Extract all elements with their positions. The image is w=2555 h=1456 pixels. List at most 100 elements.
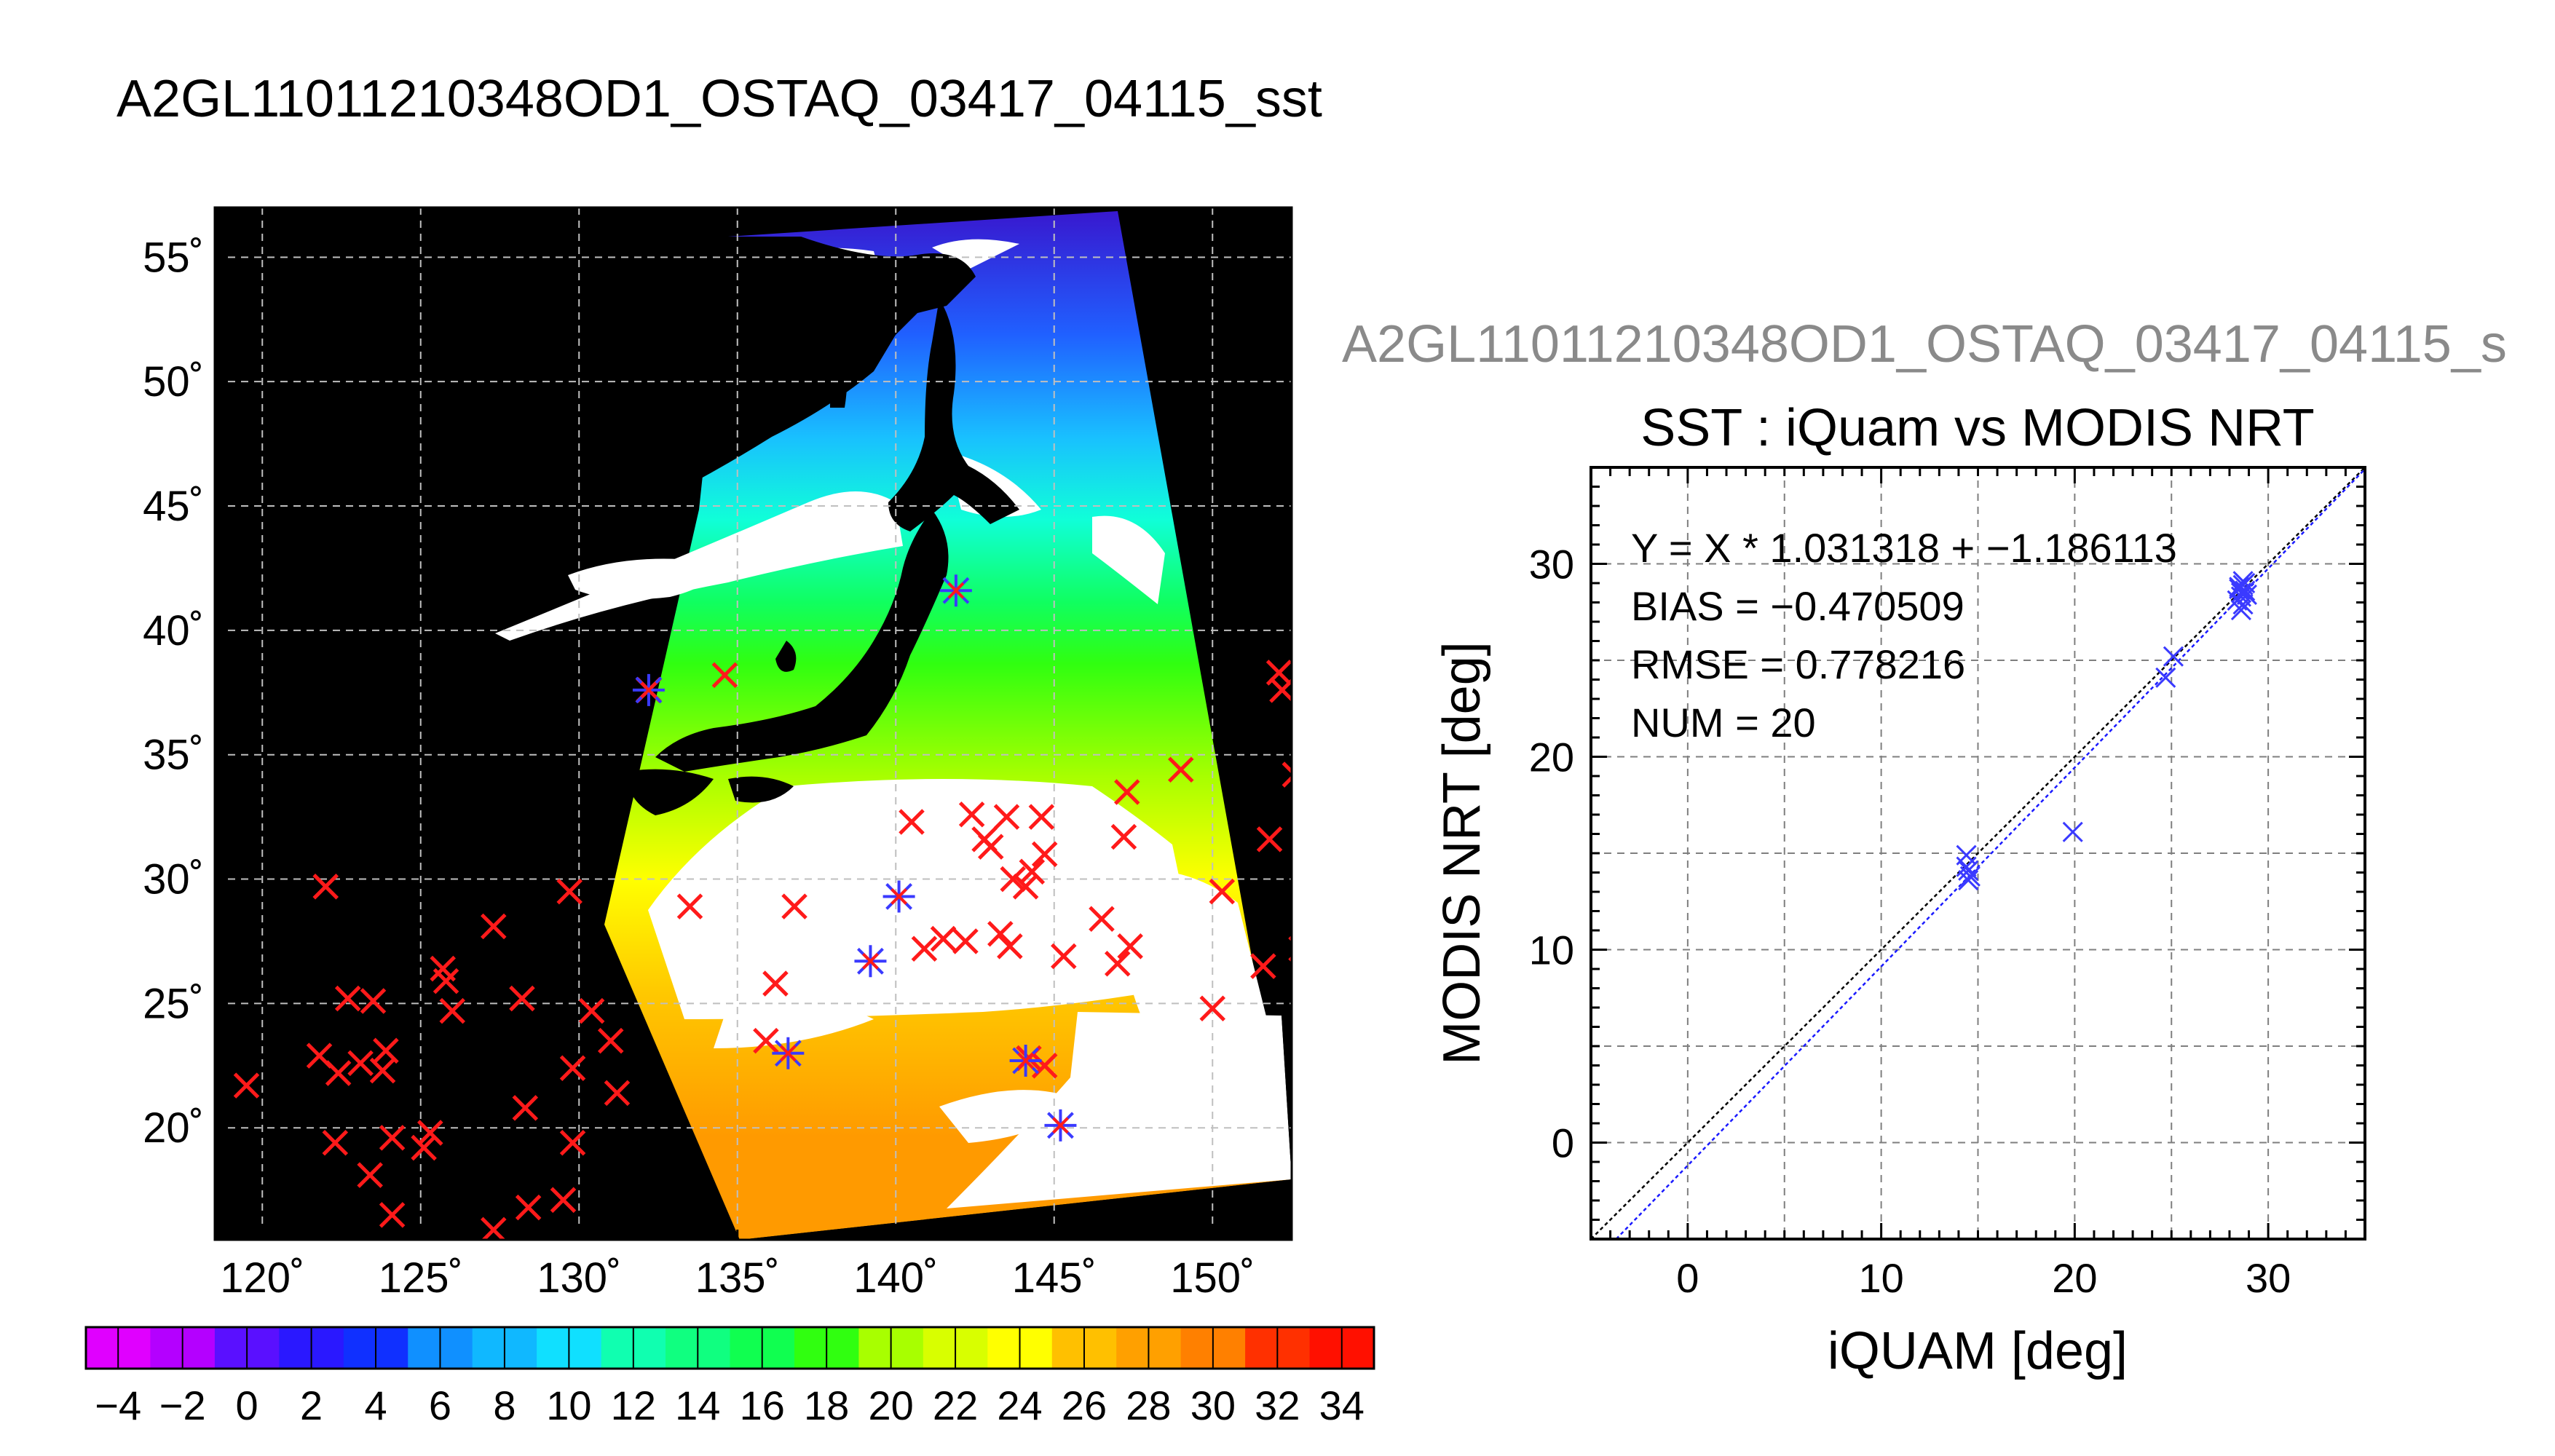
- colorbar-tick-label: 20: [868, 1382, 913, 1428]
- colorbar-tick-label: 18: [804, 1382, 849, 1428]
- map-lat-tick-label: 45˚: [143, 483, 204, 530]
- iquam-buoy-marker: [1051, 943, 1077, 970]
- matchup-marker: [632, 673, 665, 706]
- matchup-marker: [854, 945, 887, 978]
- colorbar-tick-label: 24: [997, 1382, 1042, 1428]
- figure-title: A2GL11011210348OD1_OSTAQ_03417_04115_sst: [117, 70, 1322, 128]
- map-lon-tick-label: 145˚: [1012, 1254, 1097, 1302]
- iquam-buoy-marker: [1110, 823, 1137, 850]
- iquam-buoy-marker: [1269, 677, 1292, 703]
- iquam-buoy-marker: [481, 1216, 507, 1240]
- iquam-buoy-marker: [1256, 826, 1283, 852]
- matchup-iquam-marker: [891, 888, 908, 905]
- iquam-buoy-marker: [762, 970, 789, 997]
- matchup-iquam-marker: [862, 952, 879, 970]
- iquam-buoy-marker: [411, 1134, 437, 1161]
- iquam-buoy-marker: [379, 1125, 406, 1151]
- iquam-buoy-marker: [993, 804, 1020, 830]
- map-grid: [215, 207, 1292, 1240]
- land-mass: [215, 207, 1019, 946]
- matchup-iquam-marker: [1052, 1117, 1069, 1134]
- scatter-granule-title: A2GL11011210348OD1_OSTAQ_03417_04115_s: [1342, 315, 2507, 373]
- iquam-buoy-marker: [977, 834, 1004, 860]
- iquam-buoy-marker: [559, 1129, 586, 1156]
- iquam-buoy-marker: [899, 809, 925, 835]
- colorbar-tick-label: 2: [300, 1382, 323, 1428]
- iquam-buoy-marker: [515, 1194, 542, 1221]
- iquam-buoy-marker: [481, 913, 507, 940]
- iquam-buoy-marker: [1104, 950, 1131, 977]
- iquam-buoy-marker: [676, 893, 703, 919]
- matchup-marker: [772, 1037, 805, 1069]
- map-lat-tick-label: 40˚: [143, 607, 204, 654]
- iquam-buoy-marker: [1031, 841, 1058, 868]
- colorbar-tick-label: 14: [675, 1382, 720, 1428]
- colorbar-tick-label: 12: [611, 1382, 656, 1428]
- map-lat-tick-label: 20˚: [143, 1104, 204, 1152]
- map-lat-tick-label: 35˚: [143, 732, 204, 779]
- iquam-buoy-marker: [312, 874, 339, 900]
- iquam-buoy-marker: [1288, 935, 1292, 962]
- colorbar-tick-label: −4: [95, 1382, 141, 1428]
- iquam-buoy-marker: [439, 997, 466, 1024]
- iquam-buoy-marker: [550, 1187, 577, 1214]
- map-lat-tick-label: 30˚: [143, 856, 204, 903]
- iquam-buoy-marker: [509, 985, 535, 1012]
- iquam-buoy-marker: [1019, 858, 1046, 885]
- colorbar-tick-label: −2: [159, 1382, 206, 1428]
- matchup-marker: [1044, 1109, 1077, 1142]
- iquam-buoy-marker: [781, 893, 807, 919]
- iquam-buoy-marker: [1167, 756, 1194, 783]
- matchup-iquam-marker: [947, 582, 965, 599]
- iquam-buoy-marker: [997, 933, 1023, 960]
- map-lon-tick-label: 125˚: [379, 1254, 463, 1302]
- iquam-buoy-marker: [417, 1120, 443, 1146]
- iquam-buoy-marker: [1282, 761, 1292, 788]
- colorbar-frame: [84, 1326, 1375, 1370]
- iquam-buoy-marker: [1089, 906, 1115, 932]
- iquam-buoy-marker: [711, 662, 738, 689]
- iquam-buoy-marker: [233, 1072, 260, 1099]
- iquam-buoy-marker: [556, 878, 583, 905]
- iquam-buoy-marker: [357, 1162, 383, 1188]
- colorbar-tick-label: 8: [493, 1382, 516, 1428]
- iquam-buoy-marker: [597, 1027, 624, 1054]
- iquam-buoy-marker: [373, 1037, 399, 1064]
- iquam-buoy-marker: [930, 925, 957, 952]
- iquam-buoy-marker: [753, 1027, 779, 1054]
- map-frame: [213, 206, 1293, 1241]
- iquam-buoy-marker: [360, 988, 387, 1014]
- colorbar-tick-label: 16: [740, 1382, 785, 1428]
- colorbar-tick-label: 26: [1062, 1382, 1107, 1428]
- matchup-iquam-marker: [779, 1045, 797, 1062]
- iquam-buoy-marker: [958, 801, 985, 828]
- colorbar-tick-label: 22: [933, 1382, 978, 1428]
- iquam-buoy-marker: [379, 1202, 406, 1228]
- map-lat-tick-label: 25˚: [143, 980, 204, 1027]
- map-lon-tick-label: 130˚: [537, 1254, 621, 1302]
- iquam-buoy-marker: [1117, 933, 1143, 960]
- iquam-buoy-marker: [1114, 779, 1140, 805]
- colorbar-tick-label: 34: [1319, 1382, 1365, 1428]
- iquam-buoy-marker: [334, 985, 361, 1012]
- matchup-iquam-marker: [640, 681, 657, 699]
- iquam-buoy-marker: [1028, 804, 1055, 830]
- iquam-buoy-marker: [987, 920, 1014, 947]
- map-lon-tick-label: 120˚: [220, 1254, 304, 1302]
- matchup-marker: [882, 880, 915, 913]
- map-lon-tick-label: 140˚: [853, 1254, 938, 1302]
- map-lon-tick-label: 150˚: [1170, 1254, 1255, 1302]
- iquam-buoy-marker: [430, 955, 456, 982]
- matchup-marker: [1009, 1044, 1042, 1077]
- swath-edge-right: [1118, 207, 1292, 1179]
- colorbar-tick-label: 10: [546, 1382, 591, 1428]
- iquam-buoy-marker: [578, 997, 605, 1024]
- colorbar-tick-label: 30: [1190, 1382, 1236, 1428]
- iquam-buoy-marker: [1000, 866, 1026, 893]
- iquam-buoy-marker: [347, 1050, 374, 1077]
- map-lat-tick-label: 50˚: [143, 358, 204, 405]
- map-lat-tick-label: 55˚: [143, 234, 204, 281]
- iquam-buoy-marker: [952, 928, 979, 954]
- map-lon-tick-label: 135˚: [695, 1254, 780, 1302]
- colorbar-tick-label: 6: [429, 1382, 451, 1428]
